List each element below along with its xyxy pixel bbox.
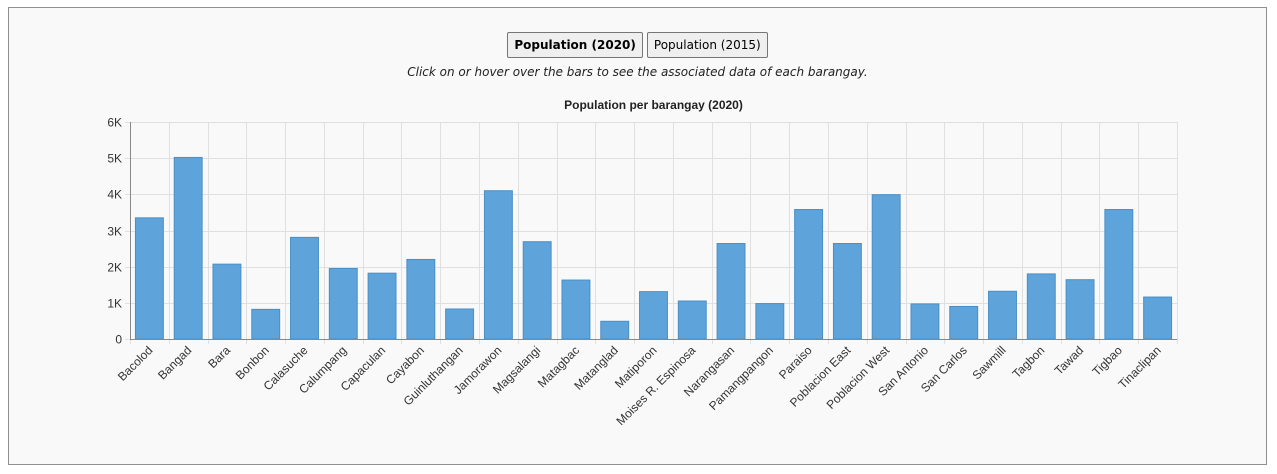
bar-bangad[interactable] — [173, 156, 203, 340]
bar-san-antonio[interactable] — [910, 303, 940, 340]
bar-bonbon[interactable] — [251, 308, 281, 340]
bar-matagbac[interactable] — [561, 279, 591, 340]
bar-poblacion-east[interactable] — [832, 243, 862, 340]
bars — [134, 156, 1173, 340]
bar-jamorawon[interactable] — [483, 190, 513, 340]
bar-moises-r-espinosa[interactable] — [677, 300, 707, 340]
bar-poblacion-west[interactable] — [871, 194, 901, 340]
chart-hint: Click on or hover over the bars to see t… — [407, 65, 868, 79]
y-tick-label: 5K — [107, 152, 122, 166]
y-tick-label: 1K — [107, 297, 122, 311]
x-tick-label: Bara — [205, 343, 233, 371]
x-tick-label: Tawad — [1052, 343, 1086, 377]
bar-tagbon[interactable] — [1026, 273, 1056, 340]
bar-san-carlos[interactable] — [949, 305, 979, 340]
y-tick-label: 3K — [107, 225, 122, 239]
bar-bara[interactable] — [212, 263, 242, 340]
y-tick-label: 2K — [107, 261, 122, 275]
bar-bacolod[interactable] — [134, 217, 164, 340]
y-tick-label: 6K — [107, 116, 122, 130]
population-2015-button[interactable]: Population (2015) — [646, 32, 768, 58]
bar-tigbao[interactable] — [1104, 209, 1134, 340]
axes — [130, 122, 1177, 340]
bar-capaculan[interactable] — [367, 272, 397, 340]
bar-pamangpangon[interactable] — [755, 303, 785, 340]
bar-sawmill[interactable] — [988, 290, 1017, 340]
bar-guinluthangan[interactable] — [445, 308, 475, 340]
dataset-toggle: Population (2020) Population (2015) — [9, 32, 1266, 58]
bar-tinaclipan[interactable] — [1143, 296, 1173, 340]
x-tick-label: Bacolod — [115, 343, 156, 384]
bar-tawad[interactable] — [1065, 279, 1095, 340]
bar-calasuche[interactable] — [290, 236, 319, 340]
chart-title: Population per barangay (2020) — [564, 98, 743, 112]
x-tick-labels: Bacolod Bangad Bara BonbonCalasucheCalumpan… — [115, 343, 1164, 428]
y-tick-label: 0 — [115, 333, 122, 347]
x-tick-label: Bonbon — [233, 343, 272, 382]
bar-cayabon[interactable] — [406, 258, 436, 340]
x-tick-label: Tinaclipan — [1115, 343, 1163, 391]
bar-narangasan[interactable] — [716, 243, 746, 340]
bar-paraiso[interactable] — [794, 209, 824, 340]
x-tick-label: Paraiso — [776, 343, 815, 382]
x-tick-label: Tigbao — [1089, 343, 1125, 379]
x-tick-label: Tagbon — [1010, 343, 1048, 381]
bar-calumpang[interactable] — [328, 267, 358, 340]
bar-matiporon[interactable] — [639, 291, 668, 340]
x-tick-label: Bangad — [155, 343, 194, 382]
bar-matanglad[interactable] — [600, 320, 630, 340]
bar-magsalangi[interactable] — [522, 241, 552, 340]
y-tick-label: 4K — [107, 188, 122, 202]
chart-panel: Population (2020) Population (2015) Clic… — [8, 7, 1267, 465]
population-2020-button[interactable]: Population (2020) — [507, 32, 643, 58]
x-tick-label: Sawmill — [969, 343, 1008, 382]
y-tick-labels: 0 1K 2K 3K 4K 5K 6K — [107, 116, 122, 347]
